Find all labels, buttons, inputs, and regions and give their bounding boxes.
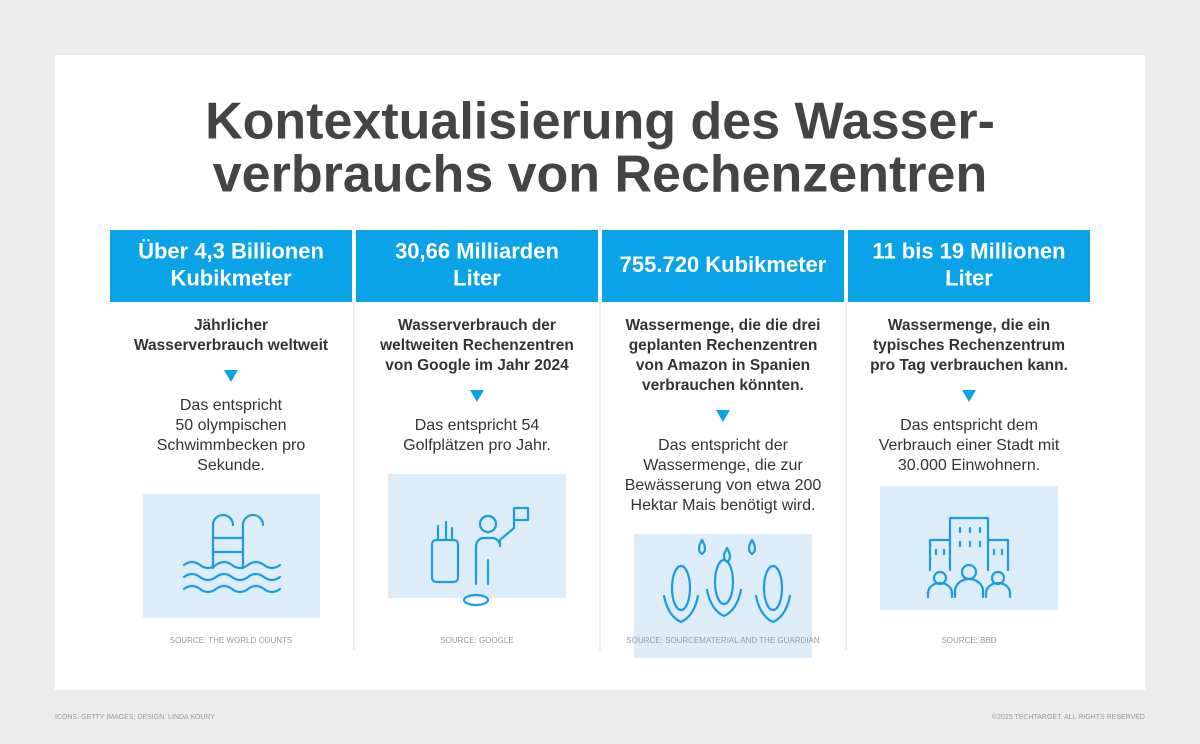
equivalent: Das entspricht 54 bbox=[415, 417, 540, 434]
equivalent: Schwimmbecken pro bbox=[157, 437, 306, 454]
equivalent: Golfplätzen pro Jahr. bbox=[403, 437, 551, 454]
footer-right: ©2025 TECHTARGET. ALL RIGHTS RESERVED bbox=[992, 713, 1145, 721]
heading: 30,66 Milliarden bbox=[395, 238, 559, 263]
description: pro Tag verbrauchen kann. bbox=[870, 357, 1068, 374]
heading-box bbox=[356, 230, 598, 302]
equivalent: Das entspricht der bbox=[658, 437, 789, 454]
arrow bbox=[962, 390, 976, 402]
equivalent: Das entspricht bbox=[180, 397, 283, 414]
arrow bbox=[224, 370, 238, 382]
arrow bbox=[470, 390, 484, 402]
title-line: Kontextualisierung des Wasser- bbox=[205, 93, 995, 151]
equivalent: 50 olympischen bbox=[175, 417, 286, 434]
description: Wassermenge, die die drei bbox=[626, 317, 821, 334]
equivalent: Sekunde. bbox=[197, 457, 265, 474]
icon-box bbox=[880, 486, 1058, 610]
description: Wasserverbrauch der bbox=[398, 317, 556, 334]
equivalent: Wassermenge, die zur bbox=[643, 457, 803, 474]
title-line: verbrauchs von Rechenzentren bbox=[213, 146, 987, 204]
source: SOURCE: BBD bbox=[941, 636, 996, 645]
description: von Google im Jahr 2024 bbox=[385, 357, 569, 374]
footer-left: ICONS: GETTY IMAGES; DESIGN: LINDA KOURY bbox=[55, 714, 215, 721]
arrow bbox=[716, 410, 730, 422]
heading: Über 4,3 Billionen bbox=[138, 238, 324, 263]
city-icon bbox=[926, 516, 1012, 599]
description: Wasserverbrauch weltweit bbox=[134, 337, 328, 354]
description: Jährlicher bbox=[194, 317, 268, 334]
equivalent: Bewässerung von etwa 200 bbox=[625, 477, 822, 494]
description: von Amazon in Spanien bbox=[636, 357, 810, 374]
heading: Liter bbox=[453, 265, 501, 290]
heading: Liter bbox=[945, 265, 993, 290]
heading-box bbox=[110, 230, 352, 302]
equivalent: Hektar Mais benötigt wird. bbox=[631, 497, 816, 514]
equivalent: 30.000 Einwohnern. bbox=[898, 457, 1040, 474]
description: weltweiten Rechenzentren bbox=[379, 337, 574, 354]
source: SOURCE: SOURCEMATERIAL AND THE GUARDIAN bbox=[626, 636, 819, 645]
pool-icon bbox=[182, 513, 282, 594]
source: SOURCE: GOOGLE bbox=[440, 636, 513, 645]
heading-box bbox=[848, 230, 1090, 302]
icon-box bbox=[143, 494, 320, 618]
heading: 11 bis 19 Millionen bbox=[872, 238, 1065, 263]
description: verbrauchen könnten. bbox=[642, 377, 804, 394]
equivalent: Verbrauch einer Stadt mit bbox=[879, 437, 1060, 454]
golf-icon bbox=[430, 506, 530, 607]
heading: 755.720 Kubikmeter bbox=[620, 252, 827, 277]
heading-box bbox=[602, 230, 844, 302]
heading: Kubikmeter bbox=[170, 265, 291, 290]
description: geplanten Rechenzentren bbox=[629, 337, 818, 354]
description: typisches Rechenzentrum bbox=[873, 337, 1065, 354]
description: Wassermenge, die ein bbox=[888, 317, 1050, 334]
corn-icon bbox=[662, 538, 792, 624]
icons bbox=[143, 474, 1058, 658]
source: SOURCE: THE WORLD COUNTS bbox=[170, 636, 293, 645]
equivalent: Das entspricht dem bbox=[900, 417, 1038, 434]
